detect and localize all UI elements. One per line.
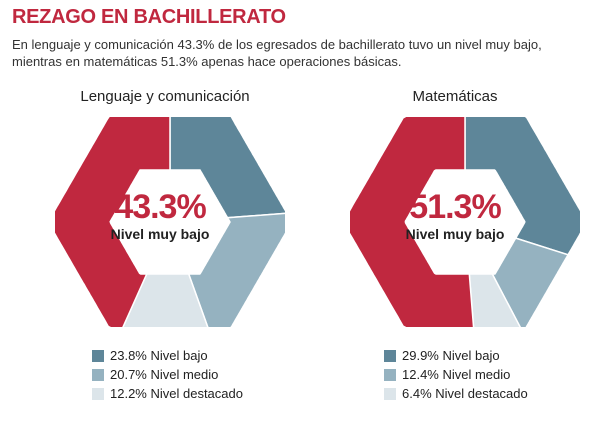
center-label-matematicas: Nivel muy bajo — [405, 226, 505, 242]
hex-donut-chart-lenguaje — [55, 115, 285, 329]
legend-swatch-bajo — [384, 349, 396, 362]
chart-title-matematicas: Matemáticas — [412, 88, 498, 105]
legend-item-destacado: 12.2% Nivel destacado — [92, 384, 243, 403]
chart-segment-muy-bajo — [350, 115, 475, 329]
legend-item-medio: 12.4% Nivel medio — [384, 365, 528, 384]
chart-segment-muy-bajo — [55, 115, 171, 329]
legend-matematicas: 29.9% Nivel bajo 12.4% Nivel medio 6.4% … — [384, 346, 528, 403]
center-value-lenguaje: 43.3% — [114, 188, 206, 226]
legend-item-bajo: 23.8% Nivel bajo — [92, 346, 243, 365]
legend-item-destacado: 6.4% Nivel destacado — [384, 384, 528, 403]
legend-item-medio: 20.7% Nivel medio — [92, 365, 243, 384]
legend-label: 12.2% Nivel destacado — [110, 386, 243, 401]
center-label-lenguaje: Nivel muy bajo — [110, 226, 210, 242]
legend-label: 12.4% Nivel medio — [402, 367, 511, 382]
center-value-matematicas: 51.3% — [409, 188, 501, 226]
legend-lenguaje: 23.8% Nivel bajo 20.7% Nivel medio 12.2%… — [92, 346, 243, 403]
legend-swatch-destacado — [384, 387, 396, 400]
legend-swatch-medio — [92, 368, 104, 381]
legend-swatch-medio — [384, 368, 396, 381]
hex-donut-chart-matematicas — [350, 115, 580, 329]
legend-item-bajo: 29.9% Nivel bajo — [384, 346, 528, 365]
legend-label: 6.4% Nivel destacado — [402, 386, 528, 401]
page-title: REZAGO EN BACHILLERATO — [12, 6, 286, 28]
page-subtitle: En lenguaje y comunicación 43.3% de los … — [12, 37, 542, 69]
legend-label: 29.9% Nivel bajo — [402, 348, 500, 363]
chart-title-lenguaje: Lenguaje y comunicación — [80, 88, 250, 105]
legend-swatch-destacado — [92, 387, 104, 400]
legend-label: 20.7% Nivel medio — [110, 367, 219, 382]
legend-swatch-bajo — [92, 349, 104, 362]
legend-label: 23.8% Nivel bajo — [110, 348, 208, 363]
